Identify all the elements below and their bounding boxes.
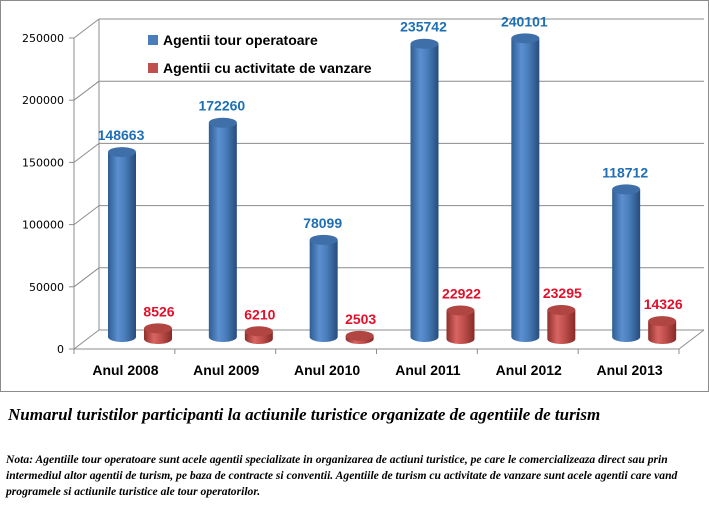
- data-label-sales-agencies: 6210: [244, 306, 275, 322]
- data-label-tour-operators: 172260: [198, 98, 245, 114]
- cylinder-body: [108, 152, 136, 342]
- y-tick-label: 150000: [22, 156, 64, 169]
- cylinder-top: [144, 323, 172, 334]
- cylinder-body: [511, 38, 540, 342]
- data-label-sales-agencies: 23295: [543, 285, 582, 301]
- legend-label-tour-operators: Agentii tour operatoare: [163, 32, 318, 48]
- x-tick-label: Anul 2009: [193, 362, 259, 378]
- gridline-side: [73, 143, 100, 163]
- y-tick-label: 50000: [29, 281, 64, 294]
- data-label-sales-agencies: 22922: [442, 285, 481, 301]
- data-label-sales-agencies: 14326: [644, 296, 683, 312]
- cylinder-body: [446, 310, 475, 344]
- bar-sales-agencies: [446, 305, 475, 344]
- cylinder-top: [108, 147, 136, 158]
- cylinder-body: [309, 239, 338, 343]
- legend-swatch-red: [148, 63, 158, 73]
- cylinder-top: [547, 305, 576, 316]
- legend-swatch-blue: [148, 35, 158, 45]
- bar-chart: 0 50000 100000 150000 200000 250000 Anul 2008…: [22, 13, 705, 378]
- data-label-tour-operators: 148663: [98, 127, 145, 143]
- bar-tour-operators: [108, 147, 136, 342]
- bar-sales-agencies: [144, 323, 172, 344]
- x-tick-label: Anul 2012: [496, 362, 562, 378]
- legend-label-sales-agencies: Agentii cu activitate de vanzare: [163, 60, 372, 76]
- bar-tour-operators: [612, 184, 641, 343]
- y-tick-label: 200000: [22, 94, 64, 107]
- y-tick-label: 0: [57, 343, 64, 356]
- cylinder-top: [511, 33, 540, 44]
- gridline-side: [73, 80, 100, 101]
- bar-tour-operators: [309, 234, 338, 343]
- bar-tour-operators: [208, 117, 237, 342]
- cylinder-top: [446, 305, 475, 316]
- cylinder-body: [648, 321, 677, 344]
- data-label-tour-operators: 78099: [303, 215, 342, 231]
- bar-tour-operators: [410, 38, 439, 343]
- x-tick-label: Anul 2008: [92, 362, 158, 378]
- gridline-side: [73, 18, 100, 39]
- cylinder-body: [547, 310, 576, 344]
- data-label-tour-operators: 240101: [501, 13, 548, 29]
- cylinder-top: [648, 316, 677, 327]
- gridline-side: [73, 329, 100, 350]
- chart-area: 0 50000 100000 150000 200000 250000 Anul 2008…: [0, 0, 709, 392]
- x-tick-label: Anul 2011: [395, 362, 461, 378]
- cylinder-body: [410, 43, 439, 343]
- chart-caption: Numarul turistilor participanti la actiu…: [8, 405, 601, 424]
- x-tick-label: Anul 2013: [597, 362, 663, 378]
- data-label-tour-operators: 235742: [400, 19, 447, 35]
- cylinder-body: [612, 189, 641, 343]
- data-label-sales-agencies: 8526: [143, 303, 174, 319]
- gridline-side: [73, 267, 100, 288]
- x-tick-label: Anul 2010: [294, 362, 360, 378]
- bar-sales-agencies: [648, 316, 677, 344]
- y-tick-label: 250000: [22, 32, 64, 45]
- cylinder-top: [309, 234, 338, 245]
- data-label-sales-agencies: 2503: [345, 311, 376, 327]
- bar-sales-agencies: [244, 326, 273, 344]
- cylinder-body: [208, 122, 237, 342]
- y-tick-label: 100000: [22, 219, 64, 232]
- gridline-side: [73, 205, 100, 225]
- cylinder-top: [244, 326, 273, 337]
- floor-edge: [678, 329, 705, 350]
- cylinder-top: [208, 117, 237, 128]
- legend: Agentii tour operatoare Agentii cu activ…: [148, 32, 372, 76]
- bar-sales-agencies: [547, 305, 576, 344]
- chart-note: Nota: Agentiile tour operatoare sunt ace…: [6, 453, 678, 498]
- bar-sales-agencies: [345, 330, 374, 344]
- data-label-tour-operators: 118712: [602, 164, 648, 180]
- cylinder-top: [612, 184, 641, 195]
- cylinder-top: [345, 330, 374, 341]
- bar-tour-operators: [511, 33, 540, 342]
- cylinder-top: [410, 38, 439, 49]
